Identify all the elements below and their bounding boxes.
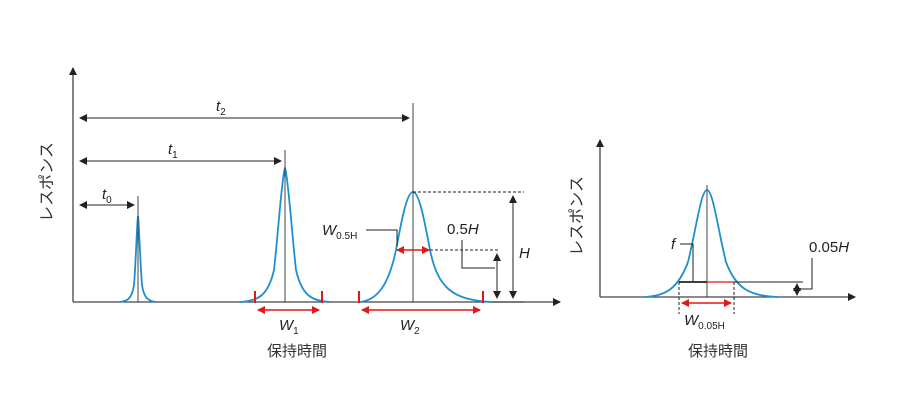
- h005-leader: [797, 258, 813, 290]
- left-chart: レスポンス t0 t1 t2 W1: [37, 67, 561, 360]
- half-h-label: 0.5H: [447, 221, 479, 238]
- f-label: f: [671, 236, 677, 253]
- t0-label: t0: [102, 186, 112, 206]
- w005-label: W0.05H: [684, 312, 725, 332]
- t1-label: t1: [168, 141, 178, 161]
- w05-label: W0.5H: [322, 222, 357, 242]
- right-y-axis-label: レスポンス: [567, 176, 586, 256]
- w2-label: W2: [400, 317, 420, 337]
- h-label: H: [519, 245, 530, 262]
- t2-label: t2: [216, 98, 226, 118]
- peak-2: [359, 191, 493, 303]
- right-chart: レスポンス f W0.05H 0.05H 保持時間: [567, 139, 856, 360]
- w05-leader: [366, 229, 398, 246]
- w1-label: W1: [279, 317, 299, 337]
- left-x-axis-label: 保持時間: [267, 342, 327, 360]
- h005-label: 0.05H: [809, 239, 849, 256]
- half-h-leader: [461, 240, 495, 269]
- peak-3: [644, 189, 779, 298]
- f-leader: [680, 243, 694, 282]
- left-y-axis-label: レスポンス: [37, 142, 56, 222]
- right-x-axis-label: 保持時間: [688, 342, 748, 360]
